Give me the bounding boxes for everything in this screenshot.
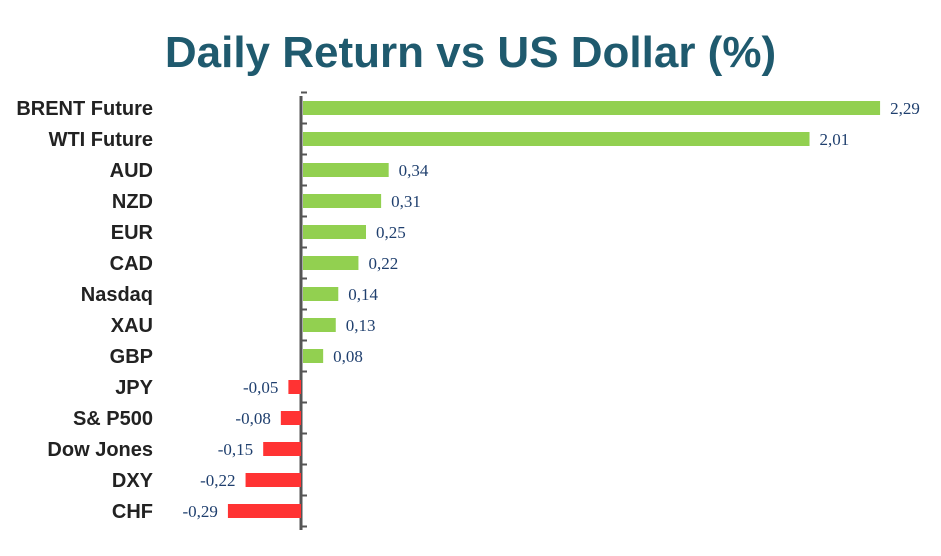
data-value-label: -0,15: [218, 440, 253, 459]
data-value-label: 2,29: [890, 99, 920, 118]
category-label: BRENT Future: [16, 98, 153, 120]
category-label: EUR: [111, 222, 154, 244]
data-value-label: 0,31: [391, 192, 421, 211]
category-label: WTI Future: [49, 129, 153, 151]
category-label: DXY: [112, 470, 154, 492]
category-label: JPY: [115, 377, 153, 399]
chart-title: Daily Return vs US Dollar (%): [164, 28, 777, 77]
data-value-label: 0,13: [346, 316, 376, 335]
data-value-label: -0,08: [235, 409, 270, 428]
bar: [303, 163, 389, 177]
data-value-label: 0,22: [368, 254, 398, 273]
bar: [303, 349, 324, 363]
data-value-label: 0,25: [376, 223, 406, 242]
bar: [303, 318, 336, 332]
bar: [245, 473, 301, 487]
category-label: XAU: [111, 315, 153, 337]
bar: [227, 504, 301, 518]
bar: [303, 225, 366, 239]
data-value-label: -0,05: [243, 378, 278, 397]
data-value-label: 2,01: [820, 130, 850, 149]
bar: [303, 132, 810, 146]
data-value-label: -0,22: [200, 471, 235, 490]
bar: [303, 194, 382, 208]
bar: [263, 442, 301, 456]
data-value-label: 0,34: [399, 161, 429, 180]
category-label: CAD: [110, 253, 153, 275]
category-label: Nasdaq: [81, 284, 153, 306]
bar: [280, 411, 301, 425]
category-label: AUD: [110, 160, 153, 182]
category-label: CHF: [112, 501, 153, 523]
bar: [288, 380, 301, 394]
data-value-label: 0,08: [333, 347, 363, 366]
category-label: Dow Jones: [47, 439, 153, 461]
category-label: NZD: [112, 191, 153, 213]
bar: [303, 287, 339, 301]
bar: [303, 256, 359, 270]
data-value-label: -0,29: [182, 502, 217, 521]
category-label: S& P500: [73, 408, 153, 430]
bar: [303, 101, 881, 115]
category-label: GBP: [110, 346, 153, 368]
data-value-label: 0,14: [348, 285, 378, 304]
